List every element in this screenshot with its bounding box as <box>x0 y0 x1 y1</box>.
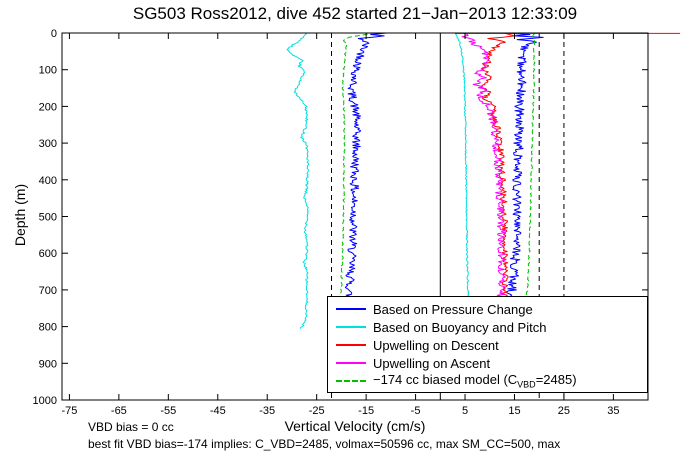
legend-entry-label: Based on Buoyancy and Pitch <box>373 319 547 335</box>
x-tick-label: -45 <box>210 405 226 417</box>
series-pressure-change-ascent <box>504 33 544 303</box>
x-tick-label: -5 <box>411 405 421 417</box>
x-tick-label: 35 <box>607 405 619 417</box>
vbd-bias-note: VBD bias = 0 cc <box>88 420 174 434</box>
legend-entry: −174 cc biased model (CVBD=2485) <box>328 372 647 390</box>
y-tick-label: 300 <box>39 138 57 150</box>
legend-line-sample <box>336 308 366 310</box>
legend-entry: Based on Buoyancy and Pitch <box>328 318 647 336</box>
x-tick-label: 25 <box>558 405 570 417</box>
y-tick-label: 800 <box>39 322 57 334</box>
series-biased-model-descent <box>340 33 376 303</box>
legend-line-sample <box>336 380 366 382</box>
legend-line-sample <box>336 344 366 346</box>
best-fit-note: best fit VBD bias=-174 implies: C_VBD=24… <box>88 437 561 451</box>
y-axis-label: Depth (m) <box>12 183 28 247</box>
y-tick-label: 900 <box>39 358 57 370</box>
y-tick-label: 700 <box>39 285 57 297</box>
series-buoyancy-pitch-descent <box>286 33 310 329</box>
y-tick-label: 100 <box>39 65 57 77</box>
x-tick-label: -65 <box>111 405 127 417</box>
series-biased-model-ascent <box>525 33 536 303</box>
legend-entry-label: Upwelling on Ascent <box>373 355 491 371</box>
x-tick-label: -75 <box>61 405 77 417</box>
plot-title: SG503 Ross2012, dive 452 started 21−Jan−… <box>132 4 578 23</box>
x-tick-label: -15 <box>358 405 374 417</box>
legend-line-sample <box>336 362 366 364</box>
legend-entry: Upwelling on Descent <box>328 336 647 354</box>
legend-box: Based on Pressure Change Based on Buoyanc… <box>327 296 648 393</box>
series-upwelling-descent <box>480 33 515 304</box>
y-tick-label: 0 <box>51 28 57 40</box>
legend-line-sample <box>336 326 366 328</box>
x-tick-label: -55 <box>160 405 176 417</box>
legend-entry-label: −174 cc biased model (CVBD=2485) <box>373 372 577 390</box>
legend-entry-label: Upwelling on Descent <box>373 337 499 353</box>
legend-entry-label: Based on Pressure Change <box>373 301 533 317</box>
series-upwelling-ascent <box>461 33 506 303</box>
legend-entry: Upwelling on Ascent <box>328 354 647 372</box>
series-buoyancy-pitch-ascent <box>454 33 470 304</box>
y-tick-label: 400 <box>39 175 57 187</box>
y-tick-label: 500 <box>39 212 57 224</box>
x-tick-label: -25 <box>309 405 325 417</box>
y-tick-label: 200 <box>39 101 57 113</box>
series-pressure-change-descent <box>344 33 387 303</box>
x-tick-label: 15 <box>508 405 520 417</box>
y-tick-label: 600 <box>39 248 57 260</box>
x-tick-label: -35 <box>259 405 275 417</box>
legend-entry: Based on Pressure Change <box>328 300 647 318</box>
x-tick-label: 5 <box>462 405 468 417</box>
y-tick-label: 1000 <box>33 395 57 407</box>
x-axis-label: Vertical Velocity (cm/s) <box>284 418 426 434</box>
